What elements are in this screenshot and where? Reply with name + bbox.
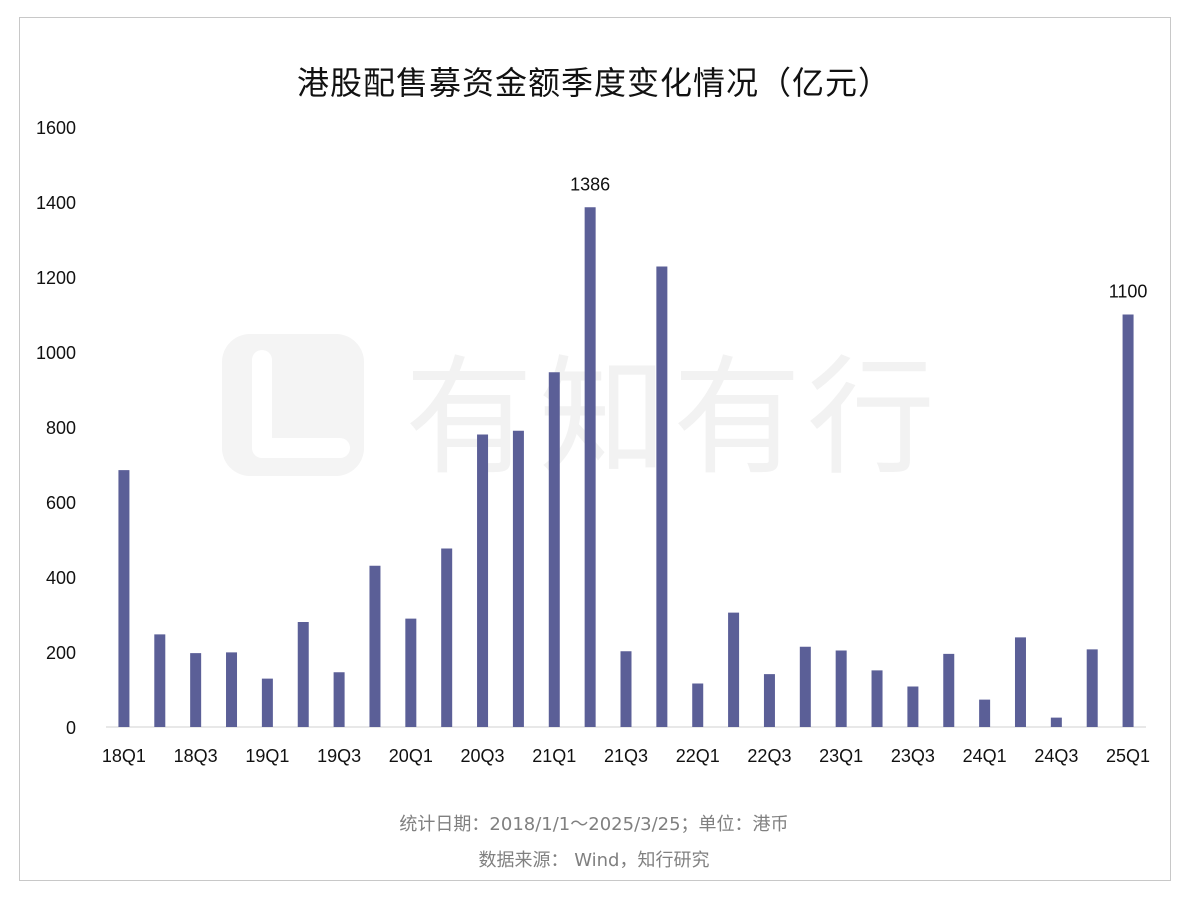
x-tick-label: 24Q1 <box>963 746 1007 766</box>
bar-20Q1 <box>405 618 417 727</box>
bar-19Q3 <box>333 672 345 727</box>
y-tick-label: 800 <box>46 418 76 438</box>
y-tick-label: 1400 <box>36 193 76 213</box>
bar-24Q2 <box>1014 637 1026 727</box>
x-tick-label: 22Q3 <box>747 746 791 766</box>
bar-19Q4 <box>369 565 381 727</box>
bar-21Q3 <box>620 651 632 727</box>
y-tick-label: 1200 <box>36 268 76 288</box>
data-label: 1100 <box>1109 282 1148 302</box>
bar-19Q1 <box>261 678 273 727</box>
x-tick-label: 22Q1 <box>676 746 720 766</box>
footer-date-note: 统计日期：2018/1/1～2025/3/25；单位：港币 <box>399 814 789 835</box>
bar-22Q3 <box>763 674 775 727</box>
x-tick-label: 19Q1 <box>245 746 289 766</box>
bar-18Q2 <box>154 634 166 727</box>
bar-21Q2 <box>584 207 596 727</box>
x-tick-label: 21Q3 <box>604 746 648 766</box>
bar-21Q4 <box>656 266 668 727</box>
x-tick-label: 19Q3 <box>317 746 361 766</box>
bar-20Q3 <box>477 434 489 727</box>
bar-24Q1 <box>979 699 991 727</box>
data-label: 1386 <box>570 174 610 194</box>
y-tick-label: 1000 <box>36 343 76 363</box>
footer-source: 数据来源： Wind，知行研究 <box>478 850 710 871</box>
x-tick-label: 23Q1 <box>819 746 863 766</box>
y-tick-label: 400 <box>46 568 76 588</box>
watermark-text: 有知有行 <box>405 344 941 493</box>
bar-18Q1 <box>118 470 130 727</box>
bar-24Q3 <box>1050 717 1062 727</box>
x-tick-label: 21Q1 <box>532 746 576 766</box>
x-tick-label: 24Q3 <box>1034 746 1078 766</box>
bar-25Q1 <box>1122 314 1134 727</box>
bar-18Q4 <box>226 652 238 727</box>
y-tick-label: 200 <box>46 643 76 663</box>
chart-title: 港股配售募资金额季度变化情况（亿元） <box>296 64 891 102</box>
bar-21Q1 <box>548 372 560 727</box>
bar-23Q3 <box>907 686 919 727</box>
bar-18Q3 <box>190 653 202 727</box>
watermark-logo: 有知有行 <box>222 334 941 493</box>
x-tick-label: 23Q3 <box>891 746 935 766</box>
bar-23Q1 <box>835 650 847 727</box>
x-tick-label: 18Q1 <box>102 746 146 766</box>
bar-23Q4 <box>943 653 955 727</box>
bar-24Q4 <box>1086 649 1098 727</box>
bar-22Q1 <box>692 683 704 727</box>
bar-23Q2 <box>871 670 883 727</box>
x-tick-label: 25Q1 <box>1106 746 1150 766</box>
bar-22Q4 <box>799 646 811 727</box>
y-tick-label: 1600 <box>36 118 76 138</box>
bar-20Q2 <box>441 548 453 727</box>
x-tick-label: 18Q3 <box>174 746 218 766</box>
x-tick-label: 20Q1 <box>389 746 433 766</box>
y-tick-label: 600 <box>46 493 76 513</box>
bar-20Q4 <box>512 430 524 727</box>
y-tick-label: 0 <box>66 718 76 738</box>
bar-22Q2 <box>728 612 740 727</box>
x-tick-label: 20Q3 <box>461 746 505 766</box>
bar-19Q2 <box>297 622 309 727</box>
